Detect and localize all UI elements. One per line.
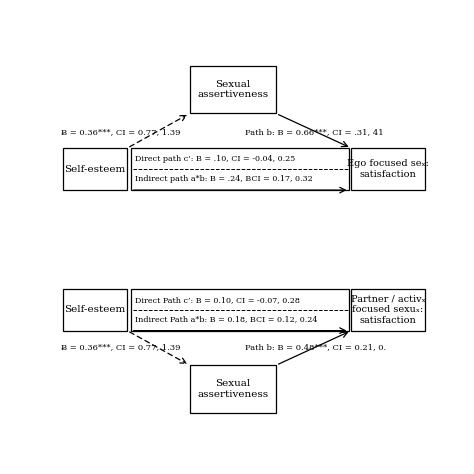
Text: Ego focused seₓ:
satisfaction: Ego focused seₓ: satisfaction (347, 159, 429, 179)
FancyBboxPatch shape (351, 289, 425, 331)
Text: Sexual
assertiveness: Sexual assertiveness (197, 379, 268, 399)
Text: Ƀ = 0.36***, CI = 0.77, 1.39: Ƀ = 0.36***, CI = 0.77, 1.39 (61, 343, 181, 351)
FancyBboxPatch shape (63, 289, 127, 331)
Text: Indirect Path a*b: B = 0.18, BCI = 0.12, 0.24: Indirect Path a*b: B = 0.18, BCI = 0.12,… (135, 315, 317, 323)
Text: Self-esteem: Self-esteem (64, 164, 126, 173)
Text: Direct path c’: B = .10, CI = -0.04, 0.25: Direct path c’: B = .10, CI = -0.04, 0.2… (135, 155, 295, 164)
FancyBboxPatch shape (63, 148, 127, 190)
Text: Sexual
assertiveness: Sexual assertiveness (197, 80, 268, 100)
FancyBboxPatch shape (190, 66, 276, 113)
Text: Indirect path a*b: B = .24, BCI = 0.17, 0.32: Indirect path a*b: B = .24, BCI = 0.17, … (135, 175, 312, 183)
FancyBboxPatch shape (131, 148, 349, 190)
Text: Path b: B = 0.66***, CI = .31, 41: Path b: B = 0.66***, CI = .31, 41 (245, 128, 383, 136)
Text: Ƀ = 0.36***, CI = 0.77, 1.39: Ƀ = 0.36***, CI = 0.77, 1.39 (61, 128, 181, 136)
FancyBboxPatch shape (351, 148, 425, 190)
Text: Self-esteem: Self-esteem (64, 305, 126, 314)
FancyBboxPatch shape (131, 289, 349, 331)
Text: Partner / activₓ
focused sexuₓ:
satisfaction: Partner / activₓ focused sexuₓ: satisfac… (351, 295, 425, 325)
Text: Path b: B = 0.48***, CI = 0.21, 0.: Path b: B = 0.48***, CI = 0.21, 0. (245, 343, 386, 351)
Text: Direct Path c’: B = 0.10, CI = -0.07, 0.28: Direct Path c’: B = 0.10, CI = -0.07, 0.… (135, 296, 300, 304)
FancyBboxPatch shape (190, 365, 276, 413)
